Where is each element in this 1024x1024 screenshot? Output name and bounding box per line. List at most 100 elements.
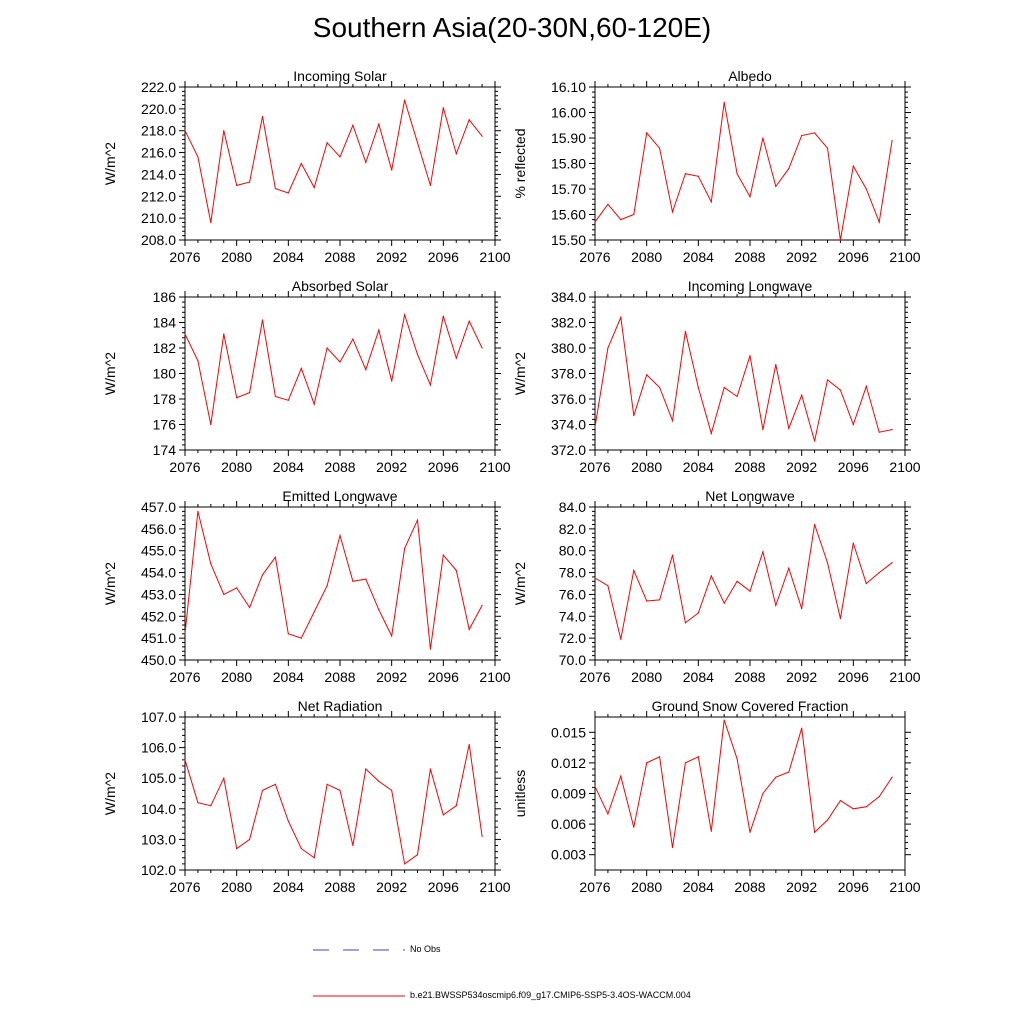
y-tick-label: 72.0 xyxy=(559,630,586,646)
data-point xyxy=(416,854,419,856)
data-point xyxy=(788,567,790,569)
data-point xyxy=(813,831,816,833)
y-tick-label: 374.0 xyxy=(551,417,586,433)
data-point xyxy=(429,384,432,386)
x-tick-label: 2084 xyxy=(683,879,714,895)
data-point xyxy=(481,135,483,137)
data-point xyxy=(365,161,367,164)
y-tick-label: 76.0 xyxy=(559,586,586,602)
data-point xyxy=(365,369,367,371)
data-point xyxy=(607,585,609,587)
y-tick-label: 0.003 xyxy=(551,847,586,863)
data-point xyxy=(891,429,893,431)
y-tick-label: 15.70 xyxy=(551,181,586,197)
legend-obs-label: No Obs xyxy=(410,944,441,954)
y-tick-label: 106.0 xyxy=(141,740,176,756)
data-point xyxy=(620,316,622,318)
data-point xyxy=(671,554,674,556)
chart-panel-2: Albedo 2076 2080 2084 2088 2092 2096 2100 15.50 1… xyxy=(512,68,921,265)
data-point xyxy=(801,727,803,729)
y-axis-label: W/m^2 xyxy=(102,772,118,815)
x-tick-label: 2100 xyxy=(889,249,920,265)
x-tick-label: 2096 xyxy=(428,249,459,265)
data-point xyxy=(442,554,444,556)
data-point xyxy=(646,600,648,602)
data-point xyxy=(697,612,699,614)
y-tick-label: 222.0 xyxy=(141,79,176,95)
data-point xyxy=(455,153,457,155)
data-point xyxy=(762,137,764,139)
data-point xyxy=(620,638,622,640)
data-point xyxy=(865,188,867,190)
data-point xyxy=(468,743,470,746)
data-point xyxy=(184,333,186,335)
x-tick-label: 2092 xyxy=(376,879,407,895)
x-tick-label: 2096 xyxy=(838,879,869,895)
data-point xyxy=(633,414,635,417)
y-tick-label: 208.0 xyxy=(141,232,176,248)
x-tick-label: 2084 xyxy=(273,669,304,685)
x-tick-label: 2084 xyxy=(273,459,304,475)
data-point xyxy=(826,147,829,149)
data-point xyxy=(671,846,674,849)
data-point xyxy=(223,130,225,132)
data-point xyxy=(646,132,648,134)
data-point xyxy=(710,432,712,435)
figure-title: Southern Asia(20-30N,60-120E) xyxy=(312,12,712,43)
data-point xyxy=(313,611,315,613)
y-axis-label: % reflected xyxy=(512,128,528,198)
y-tick-label: 0.009 xyxy=(551,786,586,802)
x-tick-label: 2088 xyxy=(734,459,765,475)
data-point xyxy=(865,806,867,808)
data-point xyxy=(839,389,842,391)
x-tick-label: 2076 xyxy=(579,669,610,685)
chart-panel-4: Incoming Longwave 2076 2080 2084 2088 2092 209… xyxy=(512,278,921,475)
x-tick-label: 2088 xyxy=(324,249,355,265)
data-point xyxy=(839,239,842,241)
data-point xyxy=(391,789,393,792)
data-point xyxy=(326,142,328,144)
data-point xyxy=(236,587,238,589)
data-point xyxy=(684,762,687,764)
data-point xyxy=(723,719,725,721)
data-point xyxy=(762,551,764,553)
x-tick-label: 2080 xyxy=(221,459,252,475)
x-tick-label: 2092 xyxy=(786,669,817,685)
data-point xyxy=(658,386,661,389)
data-point xyxy=(391,380,393,382)
series-line xyxy=(184,511,483,650)
data-point xyxy=(339,534,341,537)
series-line xyxy=(594,719,893,848)
data-point xyxy=(468,320,470,322)
data-point xyxy=(300,847,302,850)
data-point xyxy=(801,394,803,396)
data-point xyxy=(749,831,751,833)
y-tick-label: 384.0 xyxy=(551,289,586,305)
y-axis-label: unitless xyxy=(512,770,528,817)
data-point xyxy=(236,184,238,186)
y-tick-label: 103.0 xyxy=(141,831,176,847)
x-tick-label: 2080 xyxy=(631,459,662,475)
data-point xyxy=(236,847,238,850)
data-point xyxy=(184,633,186,635)
data-point xyxy=(710,830,712,832)
data-point xyxy=(671,211,674,213)
x-tick-label: 2088 xyxy=(324,669,355,685)
data-point xyxy=(339,789,341,792)
data-point xyxy=(378,780,380,782)
data-point xyxy=(313,857,315,859)
x-tick-label: 2084 xyxy=(683,669,714,685)
data-point xyxy=(403,99,406,101)
data-point xyxy=(594,221,596,223)
data-point xyxy=(403,547,406,550)
data-point xyxy=(261,574,264,576)
x-tick-label: 2076 xyxy=(169,669,200,685)
data-point xyxy=(300,637,302,639)
series-line xyxy=(594,315,893,442)
data-point xyxy=(442,814,444,816)
data-point xyxy=(274,783,277,785)
y-tick-label: 450.0 xyxy=(141,652,176,668)
y-axis-label: W/m^2 xyxy=(102,352,118,395)
x-tick-label: 2080 xyxy=(631,879,662,895)
